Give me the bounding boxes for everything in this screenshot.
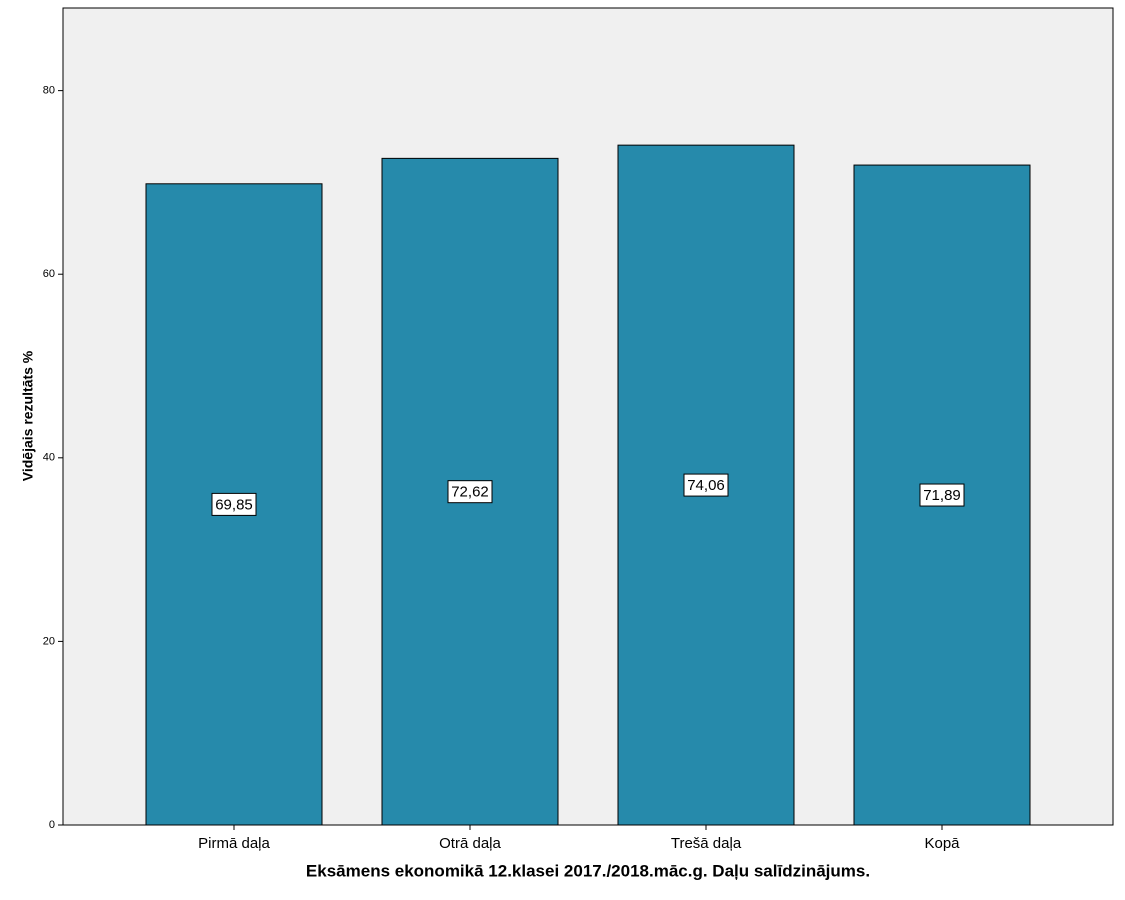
- y-tick-label: 40: [43, 452, 55, 464]
- value-label: 69,85: [215, 496, 253, 513]
- x-tick-label: Pirmā daļa: [198, 835, 270, 852]
- value-label-box: [447, 480, 493, 504]
- y-axis-label: Vidējais rezultāts %: [20, 350, 36, 481]
- x-tick-label: Kopā: [924, 835, 960, 852]
- y-tick-label: 0: [49, 819, 55, 831]
- value-label-box: [211, 492, 257, 516]
- chart-title: Eksāmens ekonomikā 12.klasei 2017./2018.…: [306, 861, 870, 880]
- value-label-box: [683, 473, 729, 497]
- y-tick-label: 20: [43, 635, 55, 647]
- x-tick-label: Otrā daļa: [439, 835, 501, 852]
- value-label: 72,62: [451, 484, 489, 501]
- y-tick-label: 60: [43, 268, 55, 280]
- value-label: 71,89: [923, 487, 961, 504]
- value-label-box: [919, 483, 965, 507]
- value-label: 74,06: [687, 477, 725, 494]
- y-tick-label: 80: [43, 85, 55, 97]
- x-tick-label: Trešā daļa: [671, 835, 742, 852]
